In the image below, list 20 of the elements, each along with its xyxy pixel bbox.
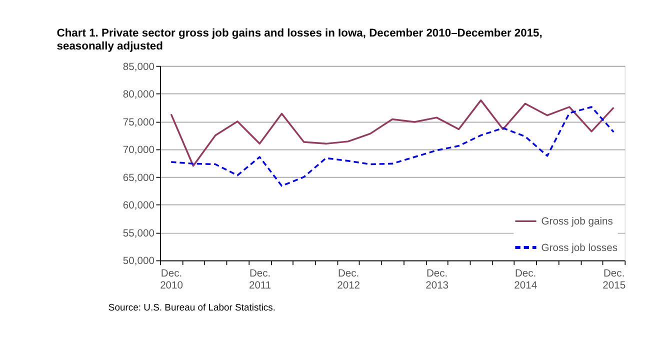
line-series — [170, 106, 615, 187]
y-tick-label: 85,000 — [122, 62, 155, 73]
x-tick-label: Dec. 2011 — [248, 268, 272, 292]
y-tick-label: 50,000 — [122, 256, 155, 268]
legend-label: Gross job losses — [541, 242, 618, 254]
y-tick-label: 70,000 — [122, 145, 155, 156]
x-tick-label: Dec. 2015 — [602, 268, 626, 292]
y-tick-label: 65,000 — [122, 172, 155, 184]
y-tick-label: 60,000 — [122, 200, 155, 212]
x-tick-label: Dec. 2013 — [426, 268, 449, 292]
y-tick-label: 55,000 — [122, 228, 155, 240]
legend-label: Gross job gains — [541, 216, 613, 228]
line-series — [170, 99, 615, 167]
y-tick-label: 80,000 — [122, 90, 155, 101]
y-tick-label: 75,000 — [122, 117, 155, 128]
chart-title: Chart 1. Private sector gross job gains and losses in Iowa, December 2010–December 2015, seasonally adjusted — [56, 28, 542, 53]
x-tick-label: Dec. 2014 — [514, 268, 538, 292]
source-note: Source: U.S. Bureau of Labor Statistics. — [108, 302, 276, 314]
x-tick-label: Dec. 2010 — [160, 268, 184, 292]
x-tick-label: Dec. 2012 — [337, 268, 360, 292]
